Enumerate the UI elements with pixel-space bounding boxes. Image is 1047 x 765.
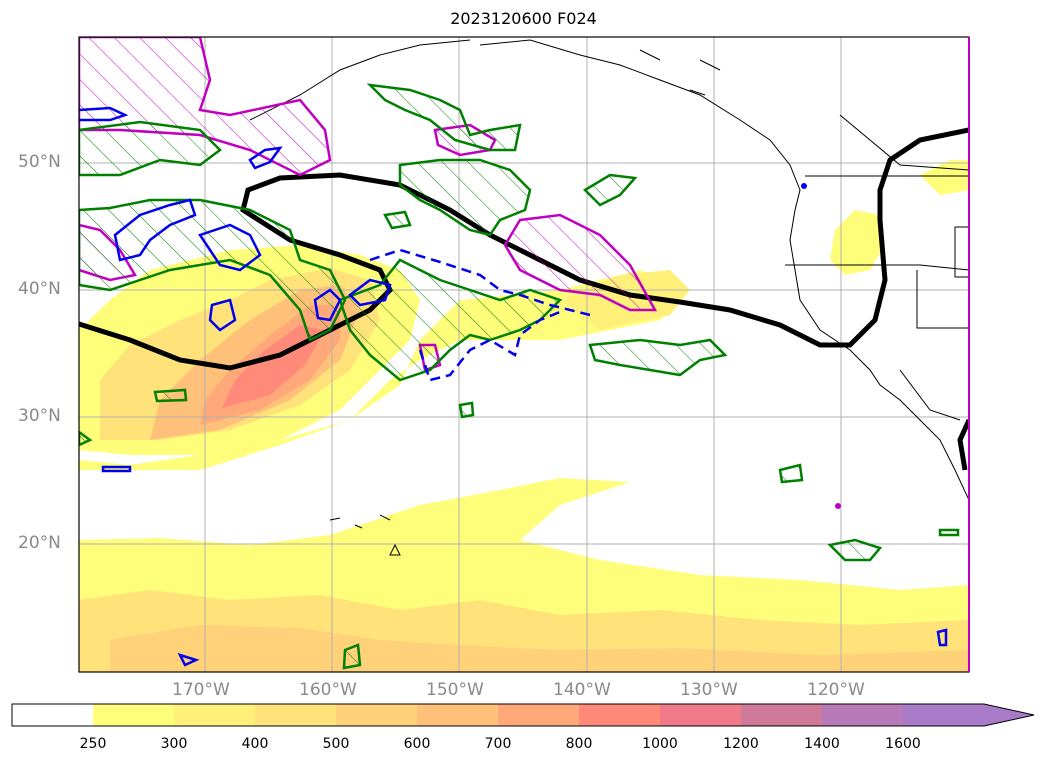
- colorbar-tick-label: 700: [484, 736, 512, 752]
- colorbar-segment: [174, 704, 255, 726]
- colorbar-segment: [336, 704, 417, 726]
- colorbar-extend-arrow: [984, 704, 1034, 726]
- lon-label-130w: 130°W: [680, 680, 738, 700]
- colorbar-segment: [417, 704, 498, 726]
- grid-lines: [79, 37, 969, 672]
- colorbar-segment: [822, 704, 903, 726]
- colorbar-tick-label: 800: [565, 736, 593, 752]
- colorbar-tick-label: 1600: [885, 736, 921, 752]
- green-contours: [79, 83, 960, 670]
- colorbar-segment: [12, 704, 93, 726]
- colorbar-segment: [741, 704, 822, 726]
- lon-label-150w: 150°W: [426, 680, 484, 700]
- colorbar-tick-label: 1200: [723, 736, 759, 752]
- colorbar-tick-label: 1400: [804, 736, 840, 752]
- lon-label-170w: 170°W: [172, 680, 230, 700]
- blue-contours: [79, 106, 948, 667]
- lon-label-140w: 140°W: [553, 680, 611, 700]
- colorbar-tick-label: 600: [403, 736, 431, 752]
- lat-label-50n: 50°N: [18, 152, 61, 172]
- colorbar-segment: [93, 704, 174, 726]
- colorbar-tick-label: 1000: [642, 736, 678, 752]
- lon-label-160w: 160°W: [299, 680, 357, 700]
- map-title: 2023120600 F024: [450, 9, 597, 28]
- lat-label-30n: 30°N: [18, 406, 61, 426]
- colorbar-segment: [660, 704, 741, 726]
- colorbar-tick-label: 400: [241, 736, 269, 752]
- colorbar-outline: [11, 703, 1035, 727]
- colorbar-segment: [579, 704, 660, 726]
- lon-label-120w: 120°W: [807, 680, 865, 700]
- lat-label-40n: 40°N: [18, 279, 61, 299]
- coastlines: [249, 39, 969, 556]
- colorbar-segment: [903, 704, 984, 726]
- colorbar-tick-label: 300: [160, 736, 188, 752]
- colorbar: [11, 703, 1035, 727]
- colorbar-tick-label: 250: [79, 736, 107, 752]
- colorbar-segment: [498, 704, 579, 726]
- colorbar-tick-label: 500: [322, 736, 350, 752]
- colorbar-segment: [255, 704, 336, 726]
- lat-label-20n: 20°N: [18, 533, 61, 553]
